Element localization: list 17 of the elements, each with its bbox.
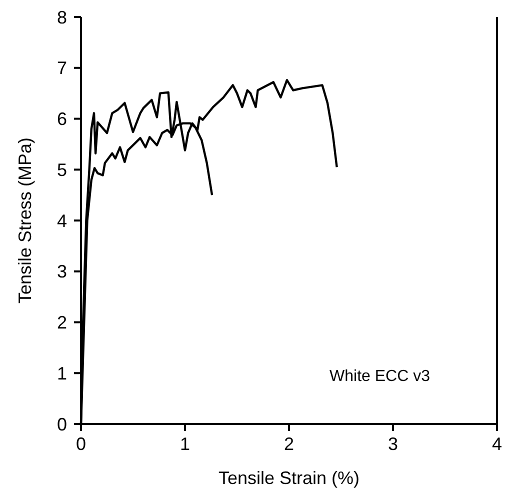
x-axis-title: Tensile Strain (%) xyxy=(218,468,360,488)
y-tick-label: 6 xyxy=(56,109,67,130)
x-tick-label: 3 xyxy=(388,434,398,454)
y-tick-label: 5 xyxy=(56,160,67,180)
x-tick-label: 0 xyxy=(76,434,86,454)
y-tick-label: 2 xyxy=(56,312,67,333)
y-tick-label: 8 xyxy=(56,7,67,28)
y-tick-label: 0 xyxy=(56,414,67,434)
y-tick-label: 4 xyxy=(56,210,67,231)
annotation: White ECC v3 xyxy=(330,368,430,385)
x-tick-label: 2 xyxy=(284,434,294,454)
x-tick-label: 4 xyxy=(492,434,502,454)
y-tick-label: 3 xyxy=(56,262,67,282)
y-tick-label: 7 xyxy=(56,58,67,78)
y-axis-title: Tensile Stress (MPa) xyxy=(15,137,35,304)
x-tick-label: 1 xyxy=(180,434,190,454)
y-tick-label: 1 xyxy=(56,363,67,384)
